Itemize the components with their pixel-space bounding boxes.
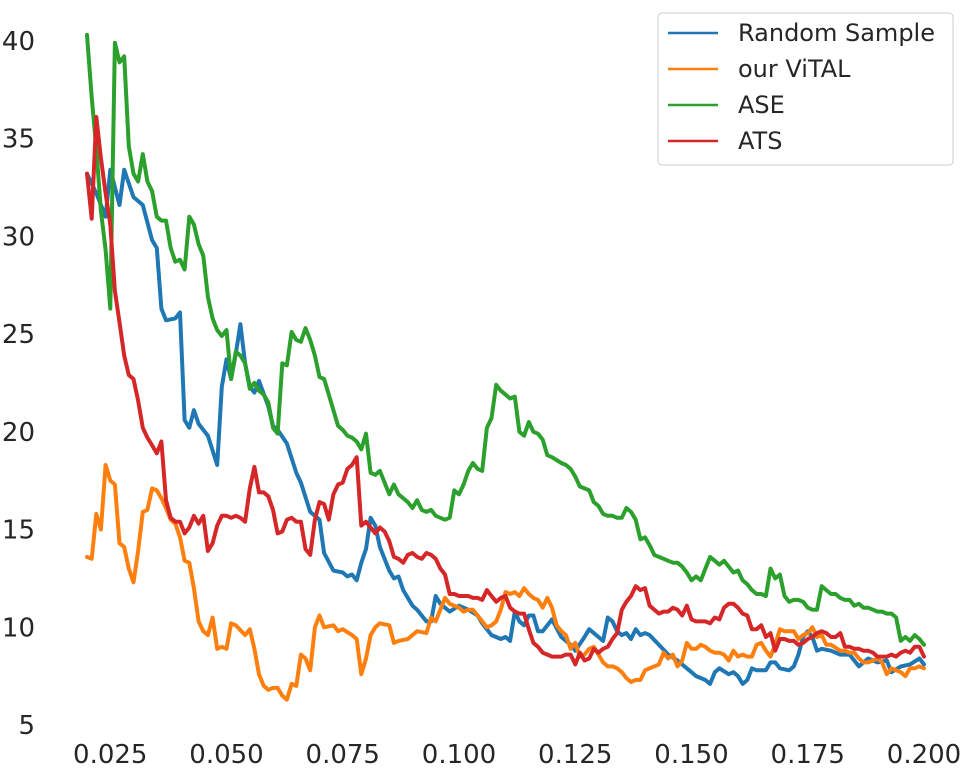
- y-tick-label: 30: [2, 222, 35, 252]
- x-tick-label: 0.175: [771, 740, 845, 770]
- y-tick-label: 40: [2, 27, 35, 57]
- legend-label: Random Sample: [738, 19, 935, 47]
- x-axis-tick-labels: 0.025 0.050 0.075 0.100 0.125 0.150 0.175 0.200: [73, 740, 961, 770]
- y-tick-label: 20: [2, 418, 35, 448]
- x-tick-label: 0.025: [73, 740, 147, 770]
- legend-label: our ViTAL: [738, 55, 851, 83]
- y-tick-label: 25: [2, 320, 35, 350]
- series-line-our-vital: [85, 463, 926, 702]
- series-line-random-sample: [85, 167, 926, 686]
- x-tick-label: 0.150: [654, 740, 728, 770]
- series-lines: [85, 32, 926, 702]
- x-tick-label: 0.100: [422, 740, 496, 770]
- y-tick-label: 35: [2, 125, 35, 155]
- legend: Random Sample our ViTAL ASE ATS: [657, 12, 954, 166]
- y-tick-label: 15: [2, 516, 35, 546]
- y-tick-label: 10: [2, 613, 35, 643]
- x-tick-label: 0.125: [538, 740, 612, 770]
- y-tick-label: 5: [18, 711, 35, 741]
- legend-box: [657, 12, 954, 166]
- legend-label: ATS: [738, 127, 782, 155]
- series-line-ase: [85, 32, 926, 647]
- y-axis-tick-labels: 5 10 15 20 25 30 35 40: [2, 27, 35, 741]
- x-tick-label: 0.075: [306, 740, 380, 770]
- legend-label: ASE: [738, 91, 785, 119]
- x-tick-label: 0.050: [189, 740, 263, 770]
- x-tick-label: 0.200: [887, 740, 961, 770]
- series-line-ats: [85, 115, 926, 667]
